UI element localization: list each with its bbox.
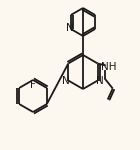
Text: F: F bbox=[30, 80, 36, 90]
Text: N: N bbox=[66, 23, 74, 33]
Text: N: N bbox=[62, 75, 70, 86]
Text: NH: NH bbox=[101, 61, 116, 72]
Text: N: N bbox=[96, 75, 104, 86]
